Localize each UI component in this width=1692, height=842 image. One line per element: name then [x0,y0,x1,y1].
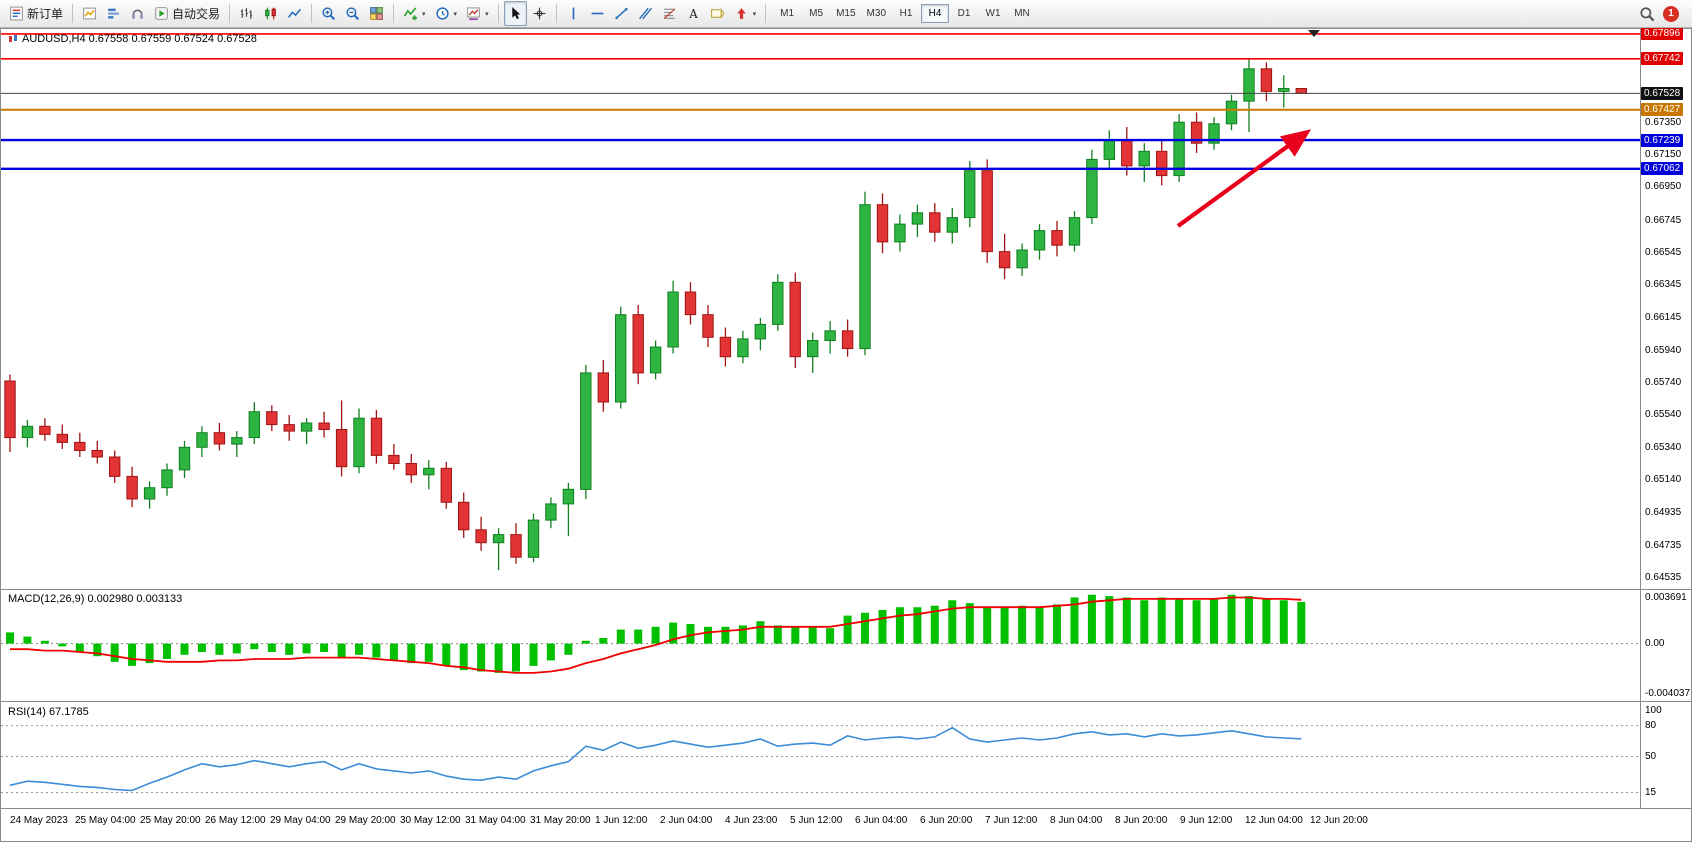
dropdown-arrow-icon: ▾ [485,10,489,18]
dropdown-arrow-icon: ▾ [752,10,757,18]
sounds-button[interactable] [126,1,149,26]
candlestick-chart-icon [263,6,278,21]
autotrading-icon [154,6,169,21]
timeframe-h1-button[interactable]: H1 [899,8,913,19]
toolbar-separator [555,4,557,23]
new-order-label: 新订单 [27,7,64,21]
text-label-button[interactable] [706,1,729,26]
crosshair-button[interactable] [528,1,551,26]
text-icon: A [686,6,701,21]
vertical-line-button[interactable] [562,1,585,26]
timeframe-d1-button[interactable]: D1 [957,8,971,19]
autotrading-label: 自动交易 [172,7,221,21]
rsi-line [9,726,1302,792]
zoom-in-icon [321,6,336,21]
arrows-button[interactable]: ▾ [730,1,761,26]
bars-chart-icon [239,6,254,21]
symbol-info-row: AUDUSD,H4 0.67558 0.67559 0.67524 0.6752… [8,33,257,45]
zoom-in-button[interactable] [317,1,340,26]
vertical-line-icon [566,6,581,21]
timeframe-mn-button[interactable]: MN [1014,8,1030,19]
timeframe-h4-button[interactable]: H4 [921,4,949,23]
timeframe-m5-button[interactable]: M5 [809,8,824,19]
horizontal-line-button[interactable] [586,1,609,26]
timeframe-m1-button[interactable]: M1 [780,8,795,19]
tile-windows-icon [369,6,384,21]
search-icon [1639,6,1655,22]
macd-signal-line [10,596,1302,674]
bars-mode-button[interactable] [235,1,258,26]
market-depth-button[interactable] [102,1,125,26]
toolbar-separator [497,4,499,23]
templates-icon [466,6,481,21]
chart-shift-marker[interactable] [1308,30,1320,37]
toolbar-separator [229,4,231,23]
new-chart-button[interactable] [78,1,101,26]
new-chart-icon [82,6,97,21]
cursor-icon [508,6,523,21]
trendline-button[interactable] [610,1,633,26]
cursor-button[interactable] [503,1,527,26]
horizontal-line-icon [590,6,605,21]
toolbar-separator [72,4,74,23]
periods-button[interactable]: ▾ [431,1,462,26]
timeframe-m15-button[interactable]: M15 [836,8,856,19]
trend-arrow[interactable] [1176,129,1312,228]
new-order-icon [9,6,24,21]
text-button[interactable]: A [682,1,705,26]
autotrading-button[interactable]: 自动交易 [150,1,224,26]
rsi-pane-label: RSI(14) 67.1785 [8,706,89,718]
timeframe-group: M1 M5 M15 M30 H1 H4 D1 W1 MN [773,4,1036,23]
fibonacci-button[interactable] [658,1,681,26]
indicators-icon [403,6,418,21]
line-mode-button[interactable] [283,1,306,26]
fibonacci-icon [662,6,677,21]
macd-pane-label: MACD(12,26,9) 0.002980 0.003133 [8,593,183,605]
notification-badge[interactable]: 1 [1663,5,1679,22]
zoom-out-icon [345,6,360,21]
market-depth-icon [106,6,121,21]
tile-windows-button[interactable] [365,1,388,26]
clock-icon [435,6,450,21]
line-chart-icon [287,6,302,21]
symbol-icon [8,34,18,44]
trendline-icon [614,6,629,21]
arrow-shape-icon [734,6,749,21]
candles[interactable] [4,58,1307,571]
new-order-button[interactable]: 新订单 [5,1,67,26]
toolbar-separator [393,4,395,23]
text-label-icon [710,6,725,21]
toolbar: 新订单 自动交易 [0,0,1692,28]
crosshair-icon [532,6,547,21]
timeframe-m30-button[interactable]: M30 [866,8,886,19]
dropdown-arrow-icon: ▾ [453,10,458,18]
equidistant-channel-icon [638,6,653,21]
dropdown-arrow-icon: ▾ [422,10,426,18]
zoom-out-button[interactable] [341,1,364,26]
horizontal-lines[interactable] [1,33,1640,171]
channel-button[interactable] [634,1,657,26]
headset-icon [130,6,145,21]
candles-mode-button[interactable] [259,1,282,26]
timeframe-w1-button[interactable]: W1 [985,8,1001,19]
toolbar-separator [765,4,767,23]
indicators-button[interactable]: ▾ [399,1,430,26]
search-button[interactable] [1635,1,1659,26]
symbol-ohlc-info: AUDUSD,H4 0.67558 0.67559 0.67524 0.6752… [22,33,257,45]
templates-button[interactable]: ▾ [462,1,493,26]
toolbar-separator [311,4,313,23]
svg-text:A: A [688,7,698,21]
